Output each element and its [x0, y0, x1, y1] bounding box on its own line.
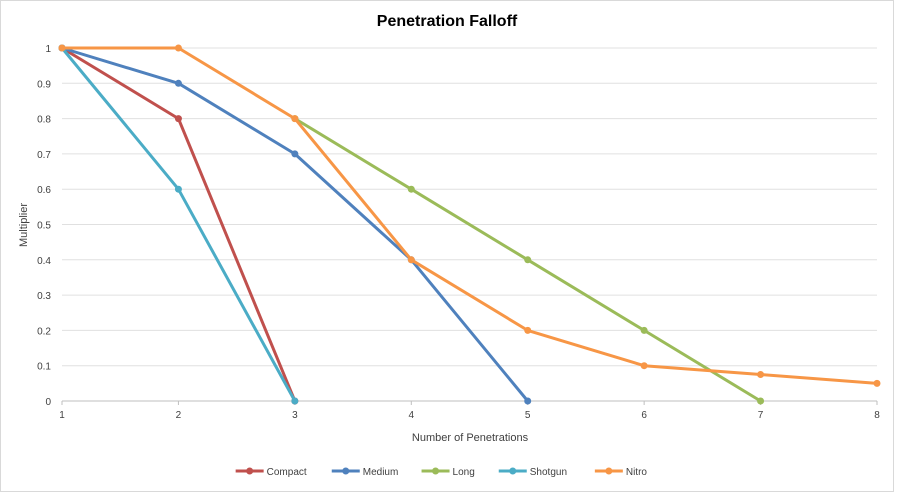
y-tick-label: 0.1 — [37, 362, 51, 373]
y-axis-title: Multiplier — [18, 203, 30, 247]
data-point-nitro — [407, 256, 415, 264]
legend-label: Compact — [267, 467, 307, 478]
data-point-shotgun — [291, 397, 299, 405]
y-tick-label: 0.5 — [37, 221, 51, 232]
gridlines — [62, 47, 877, 402]
x-tick-label: 6 — [641, 410, 647, 421]
legend-item-medium: Medium — [331, 467, 399, 478]
series-line-nitro — [60, 46, 879, 385]
data-point-nitro — [873, 379, 881, 387]
data-point-shotgun — [174, 185, 182, 193]
x-tick-label: 8 — [874, 410, 880, 421]
data-point-nitro — [58, 44, 66, 52]
y-tick-label: 0.4 — [37, 256, 51, 267]
data-point-nitro — [524, 326, 532, 334]
legend-label: Shotgun — [530, 467, 567, 478]
legend-label: Medium — [363, 467, 399, 478]
data-point-compact — [174, 115, 182, 123]
legend-swatch-marker — [605, 467, 613, 475]
x-axis-title: Number of Penetrations — [412, 432, 529, 444]
y-tick-label: 0.7 — [37, 150, 51, 161]
x-tick-label: 3 — [292, 410, 298, 421]
y-tick-label: 0 — [45, 397, 51, 408]
data-point-long — [757, 397, 765, 405]
legend-swatch-marker — [432, 467, 440, 475]
y-tick-label: 0.6 — [37, 185, 51, 196]
data-point-nitro — [640, 362, 648, 370]
x-tick-label: 4 — [409, 410, 415, 421]
legend-item-nitro: Nitro — [594, 467, 648, 478]
chart-title: Penetration Falloff — [377, 13, 518, 30]
data-point-nitro — [757, 371, 765, 379]
legend-item-shotgun: Shotgun — [498, 467, 567, 478]
data-point-long — [407, 185, 415, 193]
y-tick-label: 0.2 — [37, 326, 51, 337]
data-point-medium — [174, 79, 182, 87]
y-tick-label: 0.8 — [37, 115, 51, 126]
y-tick-label: 1 — [45, 44, 51, 55]
legend-swatch-marker — [509, 467, 517, 475]
data-point-medium — [524, 397, 532, 405]
legend-item-long: Long — [421, 467, 475, 478]
series-nitro — [58, 44, 881, 387]
legend-label: Long — [453, 467, 475, 478]
data-point-long — [640, 326, 648, 334]
legend-item-compact: Compact — [235, 467, 307, 478]
legend-swatch-marker — [246, 467, 254, 475]
legend-swatch-marker — [342, 467, 350, 475]
y-tick-label: 0.3 — [37, 291, 51, 302]
y-tick-label: 0.9 — [37, 79, 51, 90]
legend: Compact Medium Long Shotgun Nitro — [235, 467, 648, 478]
axes: 0 0.1 0.2 0.3 0.4 0.5 0.6 0.7 0.8 0.9 1 1 2 3 4 5 6 7 8 — [37, 44, 880, 421]
data-point-medium — [291, 150, 299, 158]
x-tick-label: 1 — [59, 410, 65, 421]
x-tick-label: 7 — [758, 410, 764, 421]
data-point-long — [524, 256, 532, 264]
data-point-nitro — [291, 115, 299, 123]
series-lines — [58, 44, 881, 405]
x-tick-label: 2 — [176, 410, 182, 421]
x-tick-label: 5 — [525, 410, 531, 421]
data-point-nitro — [174, 44, 182, 52]
legend-label: Nitro — [626, 467, 648, 478]
